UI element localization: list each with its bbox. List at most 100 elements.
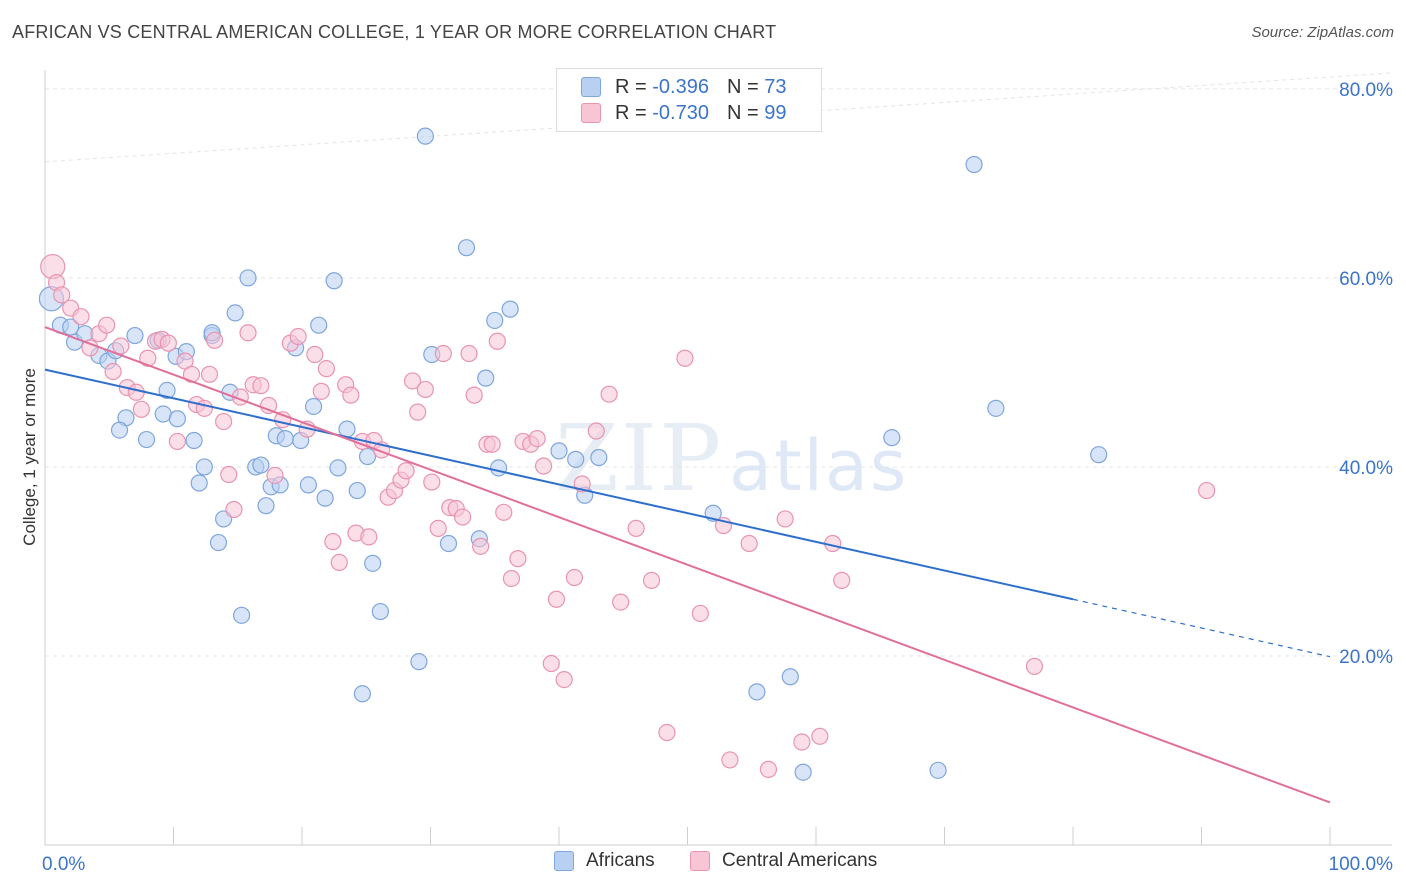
- africans-point: [358, 447, 377, 466]
- central-americans-point: [542, 654, 560, 673]
- africans-point: [168, 410, 186, 428]
- central-americans-point: [225, 500, 243, 519]
- central-americans-point: [509, 550, 527, 568]
- y-tick-label: 60.0%: [1339, 269, 1393, 290]
- africans-trend-line: [44, 368, 1074, 601]
- x-tick-label-max: 100.0%: [1329, 854, 1394, 875]
- africans-point: [987, 399, 1005, 417]
- central-americans-point: [547, 590, 566, 608]
- africans-point: [158, 381, 176, 399]
- central-americans-point: [98, 316, 116, 334]
- central-americans-point: [127, 383, 145, 401]
- central-americans-point: [676, 349, 694, 367]
- central-americans-point: [252, 377, 270, 395]
- central-americans-point: [460, 344, 478, 363]
- central-americans-point: [330, 553, 348, 572]
- legend-r-label: R =: [615, 101, 647, 124]
- central-americans-point: [195, 399, 213, 417]
- central-americans-point: [397, 462, 415, 480]
- x-tick-label-min: 0.0%: [42, 854, 85, 875]
- legend-n-label: N =: [726, 75, 759, 98]
- africans-point: [257, 497, 275, 515]
- central-americans-point: [215, 412, 233, 431]
- africans-point: [137, 430, 156, 449]
- africans-point: [299, 476, 318, 494]
- africans-point: [126, 326, 144, 345]
- central-americans-point: [72, 308, 90, 326]
- africans-point: [364, 554, 382, 572]
- legend-label-africans: Africans: [586, 850, 655, 871]
- central-americans-point: [502, 569, 521, 588]
- central-americans-point: [776, 510, 794, 528]
- legend-r-value: -0.730: [652, 101, 709, 124]
- central-americans-point: [206, 331, 224, 349]
- series-legend: Africans Central Americans: [0, 850, 1406, 878]
- africans-point: [325, 272, 343, 290]
- central-americans-point: [239, 324, 257, 342]
- central-americans-point: [565, 568, 584, 587]
- africans-point: [929, 761, 947, 779]
- grid-lines: [44, 72, 1393, 657]
- africans-point: [276, 429, 294, 448]
- central-americans-point: [423, 473, 441, 491]
- africans-point: [353, 685, 371, 703]
- africans-point: [486, 311, 504, 330]
- central-americans-point: [587, 422, 605, 440]
- central-americans-point: [403, 372, 422, 390]
- central-americans-point: [759, 760, 778, 778]
- central-americans-point: [289, 327, 307, 346]
- legend-row-africans: R = -0.396 N = 73: [581, 74, 786, 100]
- africans-point: [348, 481, 366, 500]
- africans-point: [883, 429, 901, 447]
- central-americans-point: [1025, 657, 1044, 675]
- central-americans-point: [168, 432, 186, 451]
- africans-swatch-icon: [581, 77, 601, 97]
- central-americans-point: [721, 751, 739, 769]
- legend-item-africans: Africans: [554, 850, 655, 872]
- africans-point: [490, 459, 508, 477]
- africans-point: [457, 239, 476, 257]
- africans-point: [233, 606, 251, 624]
- central-americans-legend-icon: [690, 851, 710, 871]
- africans-point: [965, 155, 983, 174]
- central-americans-swatch-icon: [581, 103, 601, 123]
- y-tick-label: 80.0%: [1339, 80, 1393, 101]
- africans-point: [195, 458, 213, 476]
- correlation-legend: R = -0.396 N = 73 R = -0.730 N = 99: [556, 68, 822, 132]
- central-americans-point: [1198, 481, 1216, 500]
- watermark-atlas: atlas: [729, 425, 909, 507]
- africans-point: [310, 316, 328, 334]
- africans-point: [439, 534, 458, 553]
- africans-point: [338, 420, 356, 438]
- africans-point: [748, 683, 766, 701]
- legend-item-central-americans: Central Americans: [690, 850, 877, 872]
- central-americans-point: [793, 733, 811, 751]
- y-tick-label: 40.0%: [1339, 458, 1393, 479]
- legend-r-value: -0.396: [652, 75, 709, 98]
- central-americans-point: [317, 360, 336, 378]
- africans-point: [416, 127, 434, 145]
- africans-point: [209, 533, 228, 552]
- central-americans-point: [454, 508, 472, 526]
- africans-point: [590, 448, 608, 467]
- central-americans-point: [740, 534, 758, 553]
- central-americans-point: [409, 403, 427, 421]
- chart-title: AFRICAN VS CENTRAL AMERICAN COLLEGE, 1 Y…: [12, 22, 777, 42]
- legend-row-central-americans: R = -0.730 N = 99: [581, 100, 786, 126]
- central-americans-point: [833, 571, 851, 589]
- central-americans-point: [104, 362, 122, 381]
- central-americans-point: [342, 386, 360, 404]
- y-axis-label: College, 1 year or more: [20, 368, 39, 546]
- series-africans: [38, 127, 1108, 781]
- africans-point: [304, 397, 323, 416]
- legend-n-value: 73: [764, 75, 787, 98]
- central-americans-point: [360, 528, 378, 546]
- africans-point: [190, 474, 208, 492]
- central-americans-trend-line: [44, 326, 1331, 804]
- africans-point: [1090, 446, 1108, 464]
- central-americans-point: [495, 503, 513, 521]
- central-americans-point: [642, 571, 661, 589]
- central-americans-point: [306, 345, 324, 364]
- africans-point: [252, 456, 270, 474]
